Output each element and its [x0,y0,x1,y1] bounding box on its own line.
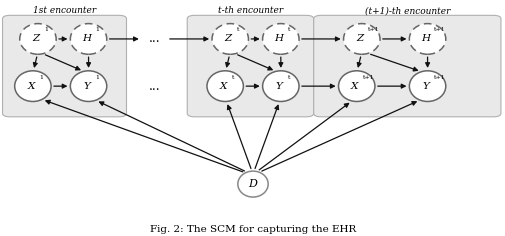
Ellipse shape [70,24,107,54]
Text: t: t [287,75,289,80]
Text: Y: Y [421,82,428,91]
FancyBboxPatch shape [187,15,313,117]
Text: t+1: t+1 [363,75,374,80]
Text: Fig. 2: The SCM for capturing the EHR: Fig. 2: The SCM for capturing the EHR [149,225,356,234]
Text: t: t [287,27,289,32]
Text: ...: ... [148,80,160,93]
Ellipse shape [237,171,268,197]
Text: Z: Z [356,34,363,43]
Ellipse shape [20,24,56,54]
Ellipse shape [70,71,107,101]
Text: Y: Y [275,82,282,91]
Text: X: X [27,82,34,91]
Ellipse shape [343,24,379,54]
Ellipse shape [262,71,298,101]
FancyBboxPatch shape [313,15,500,117]
Text: 1: 1 [95,75,99,80]
Text: Z: Z [224,34,231,43]
Text: t+1: t+1 [433,75,445,80]
Text: t: t [236,27,239,32]
Text: H: H [420,34,429,43]
Text: (t+1)-th encounter: (t+1)-th encounter [364,6,449,15]
Text: 1: 1 [44,27,48,32]
FancyBboxPatch shape [3,15,126,117]
Ellipse shape [409,24,445,54]
Text: X: X [219,82,226,91]
Text: H: H [82,34,91,43]
Text: X: X [350,82,358,91]
Text: 1: 1 [39,75,43,80]
Ellipse shape [338,71,374,101]
Text: t: t [231,75,234,80]
Text: Y: Y [83,82,90,91]
Ellipse shape [212,24,248,54]
Text: Z: Z [32,34,39,43]
Text: t-th encounter: t-th encounter [218,6,282,15]
Ellipse shape [15,71,51,101]
Text: t+1: t+1 [433,27,445,32]
Text: D: D [248,179,257,189]
Ellipse shape [207,71,243,101]
Text: H: H [274,34,283,43]
Ellipse shape [409,71,445,101]
Ellipse shape [262,24,298,54]
Text: t+1: t+1 [368,27,379,32]
Text: 1st encounter: 1st encounter [33,6,96,15]
Text: ...: ... [148,32,160,46]
Text: 1: 1 [95,27,99,32]
